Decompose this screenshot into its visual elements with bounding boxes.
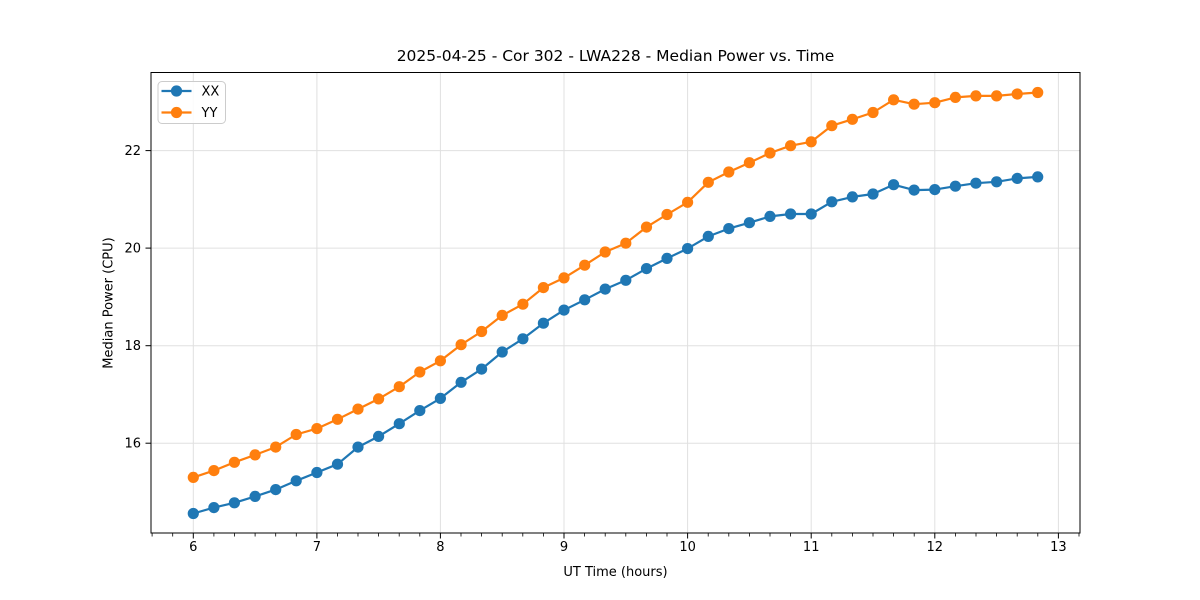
legend-label-yy: YY — [201, 106, 218, 121]
legend: XX YY — [157, 81, 226, 124]
svg-text:6: 6 — [189, 540, 197, 555]
series-yy — [187, 86, 1044, 483]
svg-text:12: 12 — [927, 540, 944, 555]
svg-text:13: 13 — [1050, 540, 1067, 555]
svg-text:16: 16 — [124, 437, 141, 452]
series-xx — [187, 171, 1044, 520]
series-xx-points — [187, 171, 1044, 520]
svg-text:20: 20 — [124, 242, 141, 257]
x-axis-label: UT Time (hours) — [563, 565, 668, 580]
series-yy-points — [187, 86, 1044, 483]
x-tick-labels: 6 7 8 9 10 11 12 13 — [189, 540, 1067, 555]
grid — [151, 72, 1080, 533]
svg-text:10: 10 — [679, 540, 696, 555]
y-tick-labels: 16 18 20 22 — [124, 144, 141, 452]
axis-ticks — [145, 150, 1059, 539]
svg-text:9: 9 — [560, 540, 568, 555]
legend-label-xx: XX — [202, 85, 220, 100]
svg-text:22: 22 — [124, 144, 141, 159]
svg-text:8: 8 — [436, 540, 444, 555]
svg-text:18: 18 — [124, 339, 141, 354]
svg-text:11: 11 — [803, 540, 820, 555]
legend-marker-yy — [170, 106, 183, 119]
svg-text:7: 7 — [313, 540, 321, 555]
y-axis-label: Median Power (CPU) — [101, 237, 117, 369]
x-minor-ticks — [151, 533, 1080, 537]
chart-title: 2025-04-25 - Cor 302 - LWA228 - Median P… — [396, 47, 835, 65]
plot-border — [150, 72, 1081, 534]
legend-marker-xx — [170, 85, 183, 97]
